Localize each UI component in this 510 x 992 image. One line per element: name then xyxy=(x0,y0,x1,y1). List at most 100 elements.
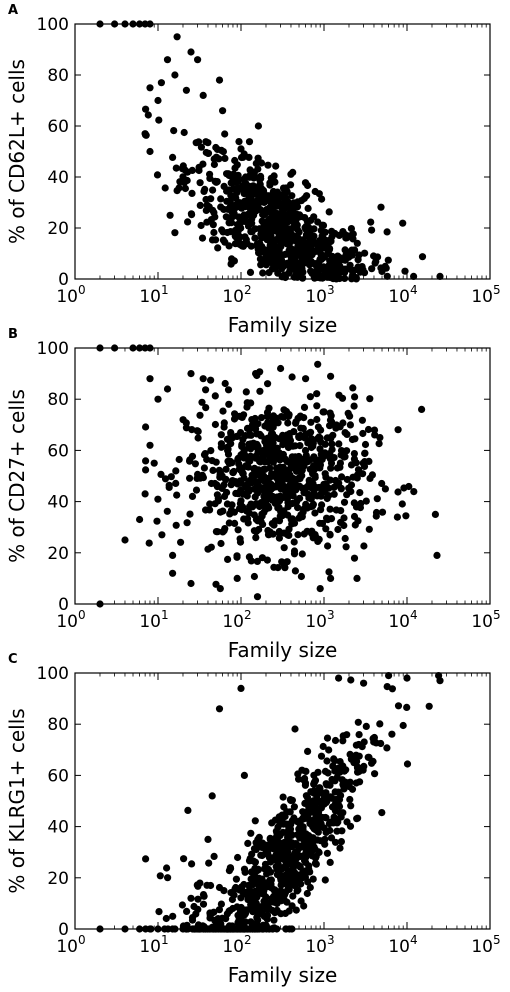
x-axis-label: Family size xyxy=(228,638,338,662)
data-point xyxy=(184,806,192,815)
data-point xyxy=(314,824,322,832)
data-point xyxy=(252,452,260,460)
data-point xyxy=(245,210,253,218)
y-tick-label: 20 xyxy=(47,219,69,239)
data-point xyxy=(301,446,310,455)
data-point xyxy=(325,746,333,754)
data-point xyxy=(142,466,150,474)
data-point xyxy=(312,798,320,807)
data-point xyxy=(377,203,385,211)
data-point xyxy=(403,703,411,712)
data-point xyxy=(250,473,258,481)
data-point xyxy=(227,228,235,236)
data-point xyxy=(225,519,233,527)
data-point xyxy=(378,809,386,817)
data-point xyxy=(241,446,249,454)
data-point xyxy=(291,567,299,575)
data-point xyxy=(302,867,310,875)
data-point xyxy=(343,475,351,484)
data-point xyxy=(188,426,196,434)
data-point xyxy=(247,829,255,837)
data-point xyxy=(283,457,291,466)
data-point xyxy=(283,188,291,196)
panel-letter: B xyxy=(8,327,18,342)
data-point xyxy=(433,551,441,560)
data-point xyxy=(231,156,239,165)
x-tick-label: 103 xyxy=(305,283,334,307)
data-point xyxy=(236,538,245,546)
data-point xyxy=(254,420,262,428)
data-point xyxy=(394,426,402,434)
data-point xyxy=(425,702,433,710)
data-point xyxy=(254,184,262,192)
data-point xyxy=(330,490,338,498)
data-point xyxy=(314,537,322,546)
data-point xyxy=(281,909,289,918)
data-point xyxy=(302,483,310,492)
data-point xyxy=(300,530,308,538)
data-point xyxy=(259,269,267,277)
data-point xyxy=(273,188,281,196)
data-point xyxy=(158,531,166,539)
data-point xyxy=(259,210,267,219)
data-point xyxy=(212,458,220,466)
data-point xyxy=(234,455,242,463)
data-point xyxy=(161,475,170,483)
data-point xyxy=(328,803,337,811)
data-point xyxy=(341,534,349,543)
x-axis-label: Family size xyxy=(228,963,338,987)
data-point xyxy=(301,779,310,787)
data-point xyxy=(244,463,252,471)
data-point xyxy=(436,272,444,280)
data-point xyxy=(303,889,311,898)
data-point xyxy=(329,264,337,272)
data-point xyxy=(304,204,312,212)
data-point xyxy=(328,440,336,448)
data-point xyxy=(256,387,264,395)
data-point xyxy=(276,255,284,263)
data-point xyxy=(178,901,186,909)
data-point xyxy=(280,561,288,569)
data-point xyxy=(322,780,330,788)
data-point xyxy=(281,879,289,887)
data-point xyxy=(285,213,293,221)
data-point xyxy=(241,918,249,926)
data-point xyxy=(237,153,246,162)
data-point xyxy=(202,148,210,157)
data-point xyxy=(254,122,262,130)
panel-a: A 0 20 40 60 80 100 100 101 102 103 104 105 Family si… xyxy=(5,3,501,337)
data-point xyxy=(193,427,201,435)
data-point xyxy=(317,426,325,434)
data-point xyxy=(290,538,298,546)
data-point xyxy=(247,431,255,439)
data-point xyxy=(209,206,217,214)
data-point xyxy=(294,248,302,256)
data-point xyxy=(346,822,355,830)
data-point xyxy=(219,107,227,115)
data-point xyxy=(347,225,355,233)
data-point xyxy=(250,572,258,581)
data-point xyxy=(337,838,345,846)
data-point xyxy=(383,228,391,236)
data-point xyxy=(418,405,426,413)
data-point xyxy=(328,794,336,802)
data-point xyxy=(201,450,209,458)
y-axis-label: % of CD27+ cells xyxy=(5,389,29,563)
data-point xyxy=(340,498,349,506)
data-point xyxy=(237,684,245,693)
x-tick-label: 102 xyxy=(222,608,251,632)
data-point xyxy=(176,178,184,186)
data-point xyxy=(307,418,315,426)
data-point xyxy=(335,231,343,239)
data-point xyxy=(300,837,308,845)
data-point xyxy=(245,857,254,865)
data-point xyxy=(318,195,326,203)
data-point xyxy=(263,412,271,420)
data-point xyxy=(280,474,288,482)
data-point xyxy=(202,195,210,204)
data-point xyxy=(364,425,373,434)
data-point xyxy=(249,908,257,916)
data-point xyxy=(266,464,274,472)
x-tick-label: 100 xyxy=(56,283,85,307)
data-point xyxy=(213,491,221,499)
